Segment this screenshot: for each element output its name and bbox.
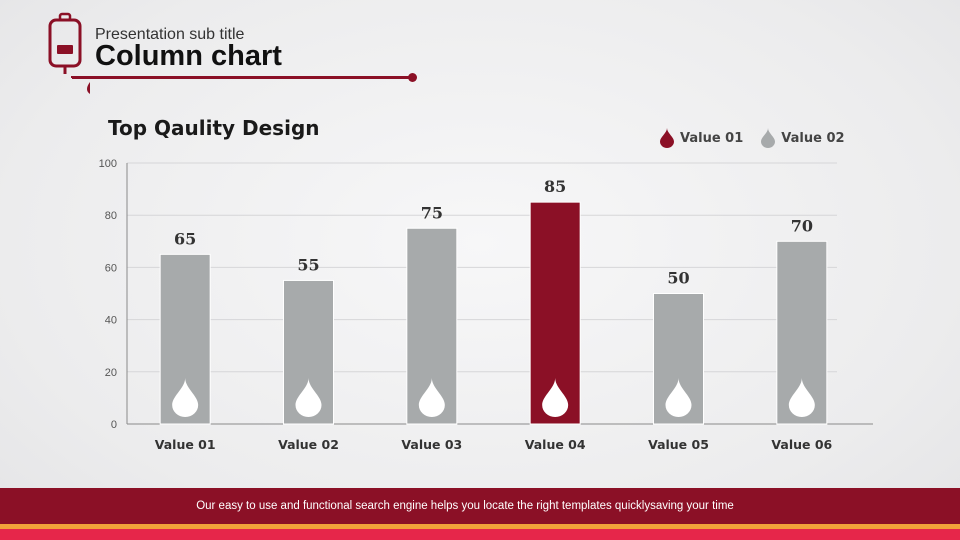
x-tick-label: Value 01 — [155, 437, 216, 452]
x-tick-label: Value 04 — [525, 437, 586, 452]
drop-icon-gray — [761, 128, 776, 148]
footer-text: Our easy to use and functional search en… — [196, 500, 734, 512]
chart-legend: Value 01 Value 02 — [660, 128, 845, 148]
data-label: 55 — [297, 255, 319, 274]
footer-stripe-red — [0, 529, 960, 540]
data-label: 85 — [544, 177, 566, 196]
drop-icon — [788, 378, 815, 417]
y-tick-label: 100 — [99, 158, 117, 170]
legend-label-value-01: Value 01 — [680, 130, 744, 146]
drop-icon — [172, 378, 199, 417]
footer-stripe-orange — [0, 524, 960, 529]
drop-icon — [418, 378, 445, 417]
legend-label-value-02: Value 02 — [781, 130, 845, 146]
data-label: 75 — [421, 203, 443, 222]
drop-icon — [665, 378, 692, 417]
data-label: 50 — [667, 269, 689, 288]
y-tick-label: 40 — [105, 315, 117, 327]
legend-item-value-01: Value 01 — [660, 128, 743, 148]
y-tick-label: 20 — [105, 367, 117, 379]
x-tick-label: Value 05 — [648, 437, 709, 452]
y-tick-label: 80 — [105, 210, 117, 222]
presentation-subtitle: Presentation sub title — [95, 26, 245, 43]
title-underline — [72, 76, 412, 79]
iv-bag-icon — [48, 12, 90, 94]
y-tick-label: 60 — [105, 262, 117, 274]
x-tick-label: Value 02 — [278, 437, 339, 452]
footer-bar — [0, 488, 960, 524]
data-label: 65 — [174, 229, 196, 248]
legend-item-value-02: Value 02 — [761, 128, 845, 148]
y-tick-label: 0 — [111, 419, 117, 431]
drop-icon — [295, 378, 322, 417]
title-underline-dot — [408, 73, 417, 82]
data-label: 70 — [791, 216, 813, 235]
drop-icon-red — [660, 128, 674, 148]
x-tick-label: Value 03 — [401, 437, 462, 452]
x-tick-label: Value 06 — [771, 437, 832, 452]
drop-icon — [542, 378, 569, 417]
chart-title: Top Qaulity Design — [108, 116, 320, 140]
page-title: Column chart — [95, 40, 282, 72]
